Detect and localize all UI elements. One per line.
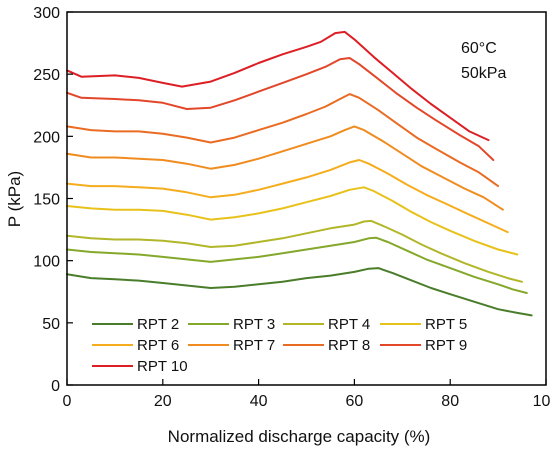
series-line-rpt-4 — [66, 219, 523, 283]
legend-label: RPT 7 — [233, 337, 275, 354]
y-tick-label: 100 — [33, 254, 60, 271]
series-line-rpt-7 — [66, 125, 504, 211]
x-tick-label: 100 — [533, 393, 550, 410]
series-line-rpt-2 — [66, 267, 533, 317]
x-tick-label: 40 — [250, 393, 268, 410]
legend-label: RPT 8 — [328, 337, 370, 354]
legend-label: RPT 9 — [425, 337, 467, 354]
ticks-layer: 0 20 40 60 80 100 0 50 100 150 200 250 300 — [33, 5, 550, 410]
x-tick-label: 80 — [441, 393, 459, 410]
legend-label: RPT 3 — [233, 316, 275, 333]
series-line-rpt-8 — [66, 93, 500, 188]
y-tick-label: 150 — [33, 192, 60, 209]
legend-label: RPT 10 — [137, 358, 188, 375]
series-line-rpt-3 — [66, 236, 528, 294]
x-axis-title: Normalized discharge capacity (%) — [168, 427, 431, 446]
y-tick-label: 300 — [33, 5, 60, 22]
legend-label: RPT 5 — [425, 316, 467, 333]
legend: RPT 2 RPT 3 RPT 4 RPT 5 RPT 6 RPT 7 RPT 8 RPT 9… — [92, 316, 467, 375]
legend-label: RPT 4 — [328, 316, 370, 333]
x-tick-label: 60 — [346, 393, 364, 410]
legend-label: RPT 2 — [137, 316, 179, 333]
series-line-rpt-5 — [66, 186, 519, 256]
annotation-temperature: 60°C — [461, 40, 497, 57]
series-layer — [66, 30, 533, 317]
series-line-rpt-6 — [66, 159, 509, 234]
y-tick-label: 250 — [33, 67, 60, 84]
y-axis-title: P (kPa) — [5, 171, 24, 227]
x-tick-label: 20 — [154, 393, 172, 410]
y-tick-label: 200 — [33, 129, 60, 146]
series-line-rpt-9 — [66, 57, 495, 161]
annotation-pressure: 50kPa — [461, 65, 506, 82]
y-tick-label: 50 — [42, 316, 60, 333]
x-tick-label: 0 — [63, 393, 72, 410]
y-tick-label: 0 — [51, 378, 60, 395]
series-line-rpt-10 — [66, 30, 490, 142]
legend-label: RPT 6 — [137, 337, 179, 354]
